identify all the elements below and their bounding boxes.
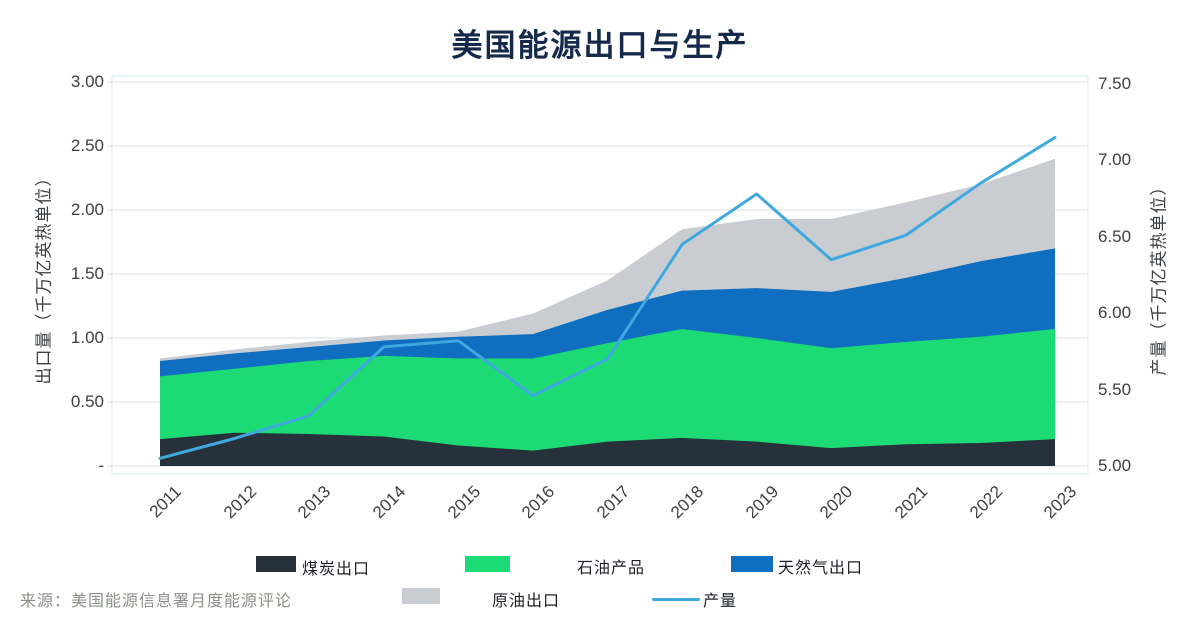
- x-axis-tick: 2023: [1040, 482, 1081, 523]
- x-axis-tick: 2016: [518, 482, 559, 523]
- y-axis-left-tick: 1.50: [70, 264, 104, 283]
- x-axis-tick: 2012: [219, 482, 261, 523]
- y-axis-left-tick: 0.50: [70, 392, 104, 411]
- x-axis-tick: 2011: [146, 482, 186, 522]
- y-axis-right-tick: 7.00: [1098, 150, 1132, 170]
- y-axis-left-title: 出口量（千万亿英热单位）: [34, 168, 54, 385]
- legend-label-coal: 煤炭出口: [302, 561, 371, 578]
- y-axis-right-tick: 6.50: [1098, 226, 1132, 246]
- legend-label-petroleum: 石油产品: [577, 560, 646, 577]
- source-note: 来源：美国能源信息署月度能源评论: [20, 593, 293, 610]
- legend-swatch-crude-oil: [402, 588, 440, 604]
- legend-swatch-coal: [256, 556, 296, 572]
- x-axis-tick: 2013: [294, 482, 335, 523]
- y-axis-left-tick: 2.50: [70, 136, 104, 155]
- area-天然气出口: [160, 248, 1055, 466]
- legend-swatch-natural-gas: [731, 556, 773, 572]
- x-axis-tick: 2018: [667, 482, 708, 523]
- x-axis-tick: 2022: [965, 482, 1006, 523]
- x-axis-tick: 2019: [741, 482, 783, 523]
- legend-label-natural-gas: 天然气出口: [778, 560, 864, 577]
- y-axis-right-title: 产量（千万亿英热单位）: [1149, 177, 1169, 376]
- legend-swatch-petroleum: [465, 556, 510, 572]
- chart-title: 美国能源出口与生产: [451, 28, 749, 63]
- y-axis-left-tick: 1.00: [70, 328, 104, 347]
- y-axis-left-tick: -: [98, 456, 104, 475]
- x-axis-tick: 2021: [891, 482, 932, 523]
- y-axis-left-tick: 3.00: [70, 72, 104, 91]
- x-axis-tick: 2014: [369, 482, 410, 523]
- y-axis-right-tick: 5.50: [1098, 379, 1132, 399]
- y-axis-right-tick: 7.50: [1098, 74, 1132, 93]
- x-axis-tick: 2017: [592, 482, 633, 523]
- y-axis-right-tick: 6.00: [1098, 303, 1132, 323]
- legend-line-production: [652, 598, 700, 601]
- area-煤炭出口: [160, 432, 1055, 466]
- area-石油产品: [160, 329, 1055, 466]
- x-axis-tick: 2015: [443, 482, 484, 523]
- line-产量: [158, 135, 1057, 460]
- area-原油出口: [160, 158, 1055, 467]
- y-axis-right-tick: 5.00: [1098, 456, 1132, 475]
- legend-label-crude-oil: 原油出口: [492, 593, 561, 610]
- x-axis-tick: 2020: [816, 482, 857, 523]
- legend-label-production: 产量: [703, 593, 738, 610]
- y-axis-left-tick: 2.00: [70, 200, 104, 219]
